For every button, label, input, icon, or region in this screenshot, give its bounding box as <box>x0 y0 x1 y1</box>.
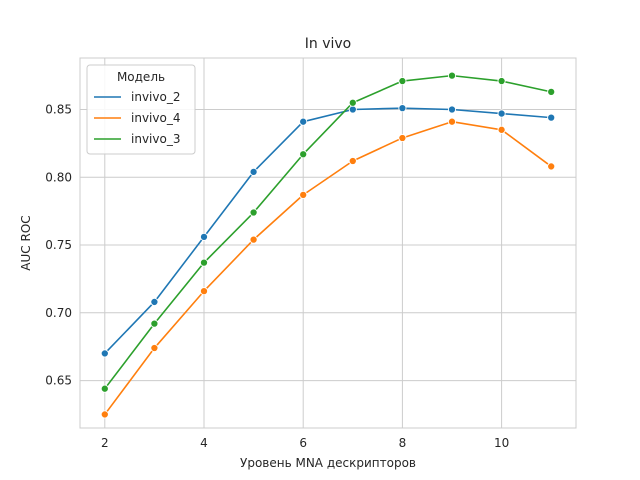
legend: Модель invivo_2 invivo_4 invivo_3 <box>86 64 196 155</box>
data-point-invivo_2 <box>249 167 258 176</box>
data-point-invivo_2 <box>497 109 506 118</box>
tick-labels: 2 4 6 8 10 0.65 0.70 0.75 0.80 0.85 <box>45 103 509 450</box>
data-point-invivo_2 <box>398 104 407 113</box>
data-point-invivo_4 <box>199 287 209 296</box>
data-point-invivo_3 <box>299 150 308 159</box>
x-tick-label: 4 <box>200 436 208 450</box>
data-point-invivo_4 <box>447 117 457 126</box>
legend-label-invivo_2: invivo_2 <box>131 90 180 104</box>
data-point-invivo_3 <box>447 71 457 80</box>
x-tick-label: 10 <box>494 436 509 450</box>
data-point-invivo_4 <box>100 410 109 419</box>
y-tick-label: 0.80 <box>45 170 72 184</box>
y-axis-label: AUC ROC <box>19 215 33 270</box>
data-point-invivo_4 <box>547 162 556 171</box>
data-point-invivo_2 <box>100 349 109 358</box>
data-point-invivo_2 <box>447 105 457 114</box>
data-point-invivo_4 <box>249 235 258 244</box>
data-point-invivo_4 <box>497 125 506 134</box>
data-point-invivo_2 <box>348 105 357 114</box>
y-tick-label: 0.65 <box>45 374 72 388</box>
x-tick-label: 2 <box>101 436 109 450</box>
series-line-invivo_3 <box>104 74 552 390</box>
y-tick-label: 0.75 <box>45 238 72 252</box>
x-tick-label: 6 <box>299 436 307 450</box>
data-point-invivo_2 <box>299 117 308 126</box>
y-tick-label: 0.85 <box>45 103 72 117</box>
data-point-invivo_4 <box>348 156 357 166</box>
series-line-invivo_2 <box>104 107 552 355</box>
x-axis-label: Уровень MNA дескрипторов <box>240 456 416 470</box>
data-point-invivo_3 <box>249 208 258 217</box>
y-tick-label: 0.70 <box>45 306 72 320</box>
data-point-invivo_3 <box>398 76 407 86</box>
legend-label-invivo_4: invivo_4 <box>131 111 180 125</box>
series-lines <box>104 74 552 415</box>
series-points <box>100 71 556 419</box>
legend-items: invivo_2 invivo_4 invivo_3 <box>94 90 180 146</box>
data-point-invivo_2 <box>150 297 159 307</box>
data-point-invivo_4 <box>398 133 407 143</box>
chart-title: In vivo <box>305 36 351 52</box>
data-point-invivo_4 <box>150 343 159 353</box>
data-point-invivo_3 <box>100 384 109 393</box>
data-point-invivo_3 <box>547 87 556 96</box>
data-point-invivo_3 <box>497 76 506 86</box>
data-point-invivo_2 <box>547 113 556 122</box>
data-point-invivo_3 <box>199 258 209 267</box>
data-point-invivo_3 <box>150 319 159 328</box>
series-line-invivo_4 <box>104 120 552 415</box>
legend-box <box>86 64 196 155</box>
data-point-invivo_4 <box>299 190 308 199</box>
data-point-invivo_2 <box>199 232 209 241</box>
legend-title: Модель <box>117 70 165 84</box>
legend-label-invivo_3: invivo_3 <box>131 132 180 146</box>
x-tick-label: 8 <box>399 436 407 450</box>
data-point-invivo_3 <box>348 98 357 107</box>
